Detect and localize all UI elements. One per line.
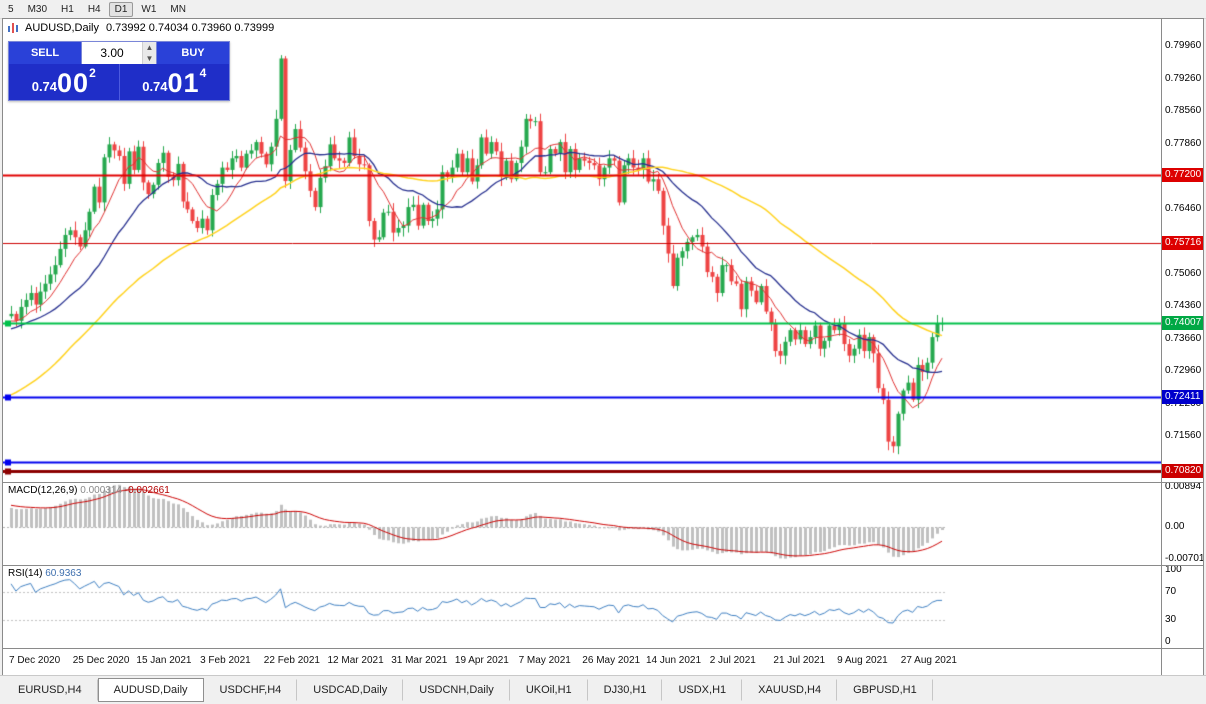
time-axis[interactable]: 7 Dec 2020 25 Dec 2020 15 Jan 2021 3 Feb 20… [3, 649, 1161, 676]
chart-tab-gbpusd-h1[interactable]: GBPUSD,H1 [837, 679, 933, 701]
price-tick: 0.74360 [1165, 300, 1202, 312]
price-level-badge: 0.75716 [1162, 236, 1203, 251]
date-tick: 21 Jul 2021 [773, 655, 826, 666]
price-level-badge: 0.70820 [1162, 463, 1203, 478]
price-tick: 0.76460 [1165, 202, 1202, 214]
date-tick: 31 Mar 2021 [391, 655, 448, 666]
chart-window: 7 Dec 2020 25 Dec 2020 15 Jan 2021 3 Feb 20… [2, 18, 1204, 676]
price-tick: 0.73660 [1165, 332, 1202, 344]
date-tick: 12 Mar 2021 [327, 655, 384, 666]
timeframe-button-5[interactable]: 5 [8, 3, 14, 15]
chart-tab-xauusd-h4[interactable]: XAUUSD,H4 [742, 679, 838, 701]
volume-control: ▲ ▼ [81, 42, 157, 64]
chart-tab-audusd-daily[interactable]: AUDUSD,Daily [97, 678, 204, 702]
chart-title: AUDUSD,Daily 0.73992 0.74034 0.73960 0.7… [8, 22, 274, 34]
date-tick: 15 Jan 2021 [136, 655, 192, 666]
timeframe-button-H1[interactable]: H1 [61, 3, 74, 15]
date-tick: 2 Jul 2021 [709, 655, 756, 666]
macd-tick: -0.00701 [1165, 553, 1203, 564]
chart-tab-ukoil-h1[interactable]: UKOil,H1 [509, 679, 588, 701]
price-tick: 0.77860 [1165, 137, 1202, 149]
timeframe-toolbar: 5 M30 H1 H4 D1 W1 MN [0, 0, 1206, 19]
date-tick: 26 May 2021 [582, 655, 641, 666]
chart-tab-usdx-h1[interactable]: USDX,H1 [662, 679, 743, 701]
volume-up-button[interactable]: ▲ [145, 43, 154, 52]
price-tick: 0.72960 [1165, 365, 1202, 377]
timeframe-button-M30[interactable]: M30 [27, 3, 48, 15]
macd-indicator-canvas[interactable] [3, 483, 1161, 565]
price-level-badge: 0.74007 [1162, 315, 1203, 330]
buy-button[interactable]: BUY [157, 42, 229, 64]
date-tick: 19 Apr 2021 [454, 655, 509, 666]
chart-tab-eurusd-h4[interactable]: EURUSD,H4 [2, 679, 98, 701]
macd-label: MACD(12,26,9) 0.000314 -0.002661 [8, 485, 170, 496]
date-tick: 22 Feb 2021 [263, 655, 320, 666]
volume-spinner: ▲ ▼ [142, 42, 156, 64]
price-tick: 0.78560 [1165, 105, 1202, 117]
timeframe-button-W1[interactable]: W1 [141, 3, 157, 15]
price-axis[interactable]: 0.79960 0.79260 0.78560 0.77860 0.76460 0.750… [1161, 19, 1203, 676]
timeframe-button-MN[interactable]: MN [170, 3, 186, 15]
buy-price-display[interactable]: 0.74 01 4 [142, 66, 207, 98]
rsi-indicator-canvas[interactable] [3, 566, 1161, 648]
chart-tab-usdcad-daily[interactable]: USDCAD,Daily [297, 679, 404, 701]
rsi-tick: 100 [1165, 564, 1182, 575]
price-level-badge: 0.72411 [1162, 389, 1203, 404]
price-tick: 0.71560 [1165, 430, 1202, 442]
volume-down-button[interactable]: ▼ [145, 54, 154, 63]
date-tick: 3 Feb 2021 [200, 655, 251, 666]
chart-tab-usdchf-h4[interactable]: USDCHF,H4 [203, 679, 298, 701]
chart-ohlc-values: 0.73992 0.74034 0.73960 0.73999 [105, 22, 275, 34]
pane-separator[interactable] [3, 648, 1203, 649]
macd-tick: 0.00894 [1165, 481, 1202, 492]
timeframe-button-D1[interactable]: D1 [108, 1, 134, 17]
date-tick: 7 May 2021 [518, 655, 571, 666]
date-tick: 14 Jun 2021 [646, 655, 702, 666]
chart-plot-area[interactable]: 7 Dec 2020 25 Dec 2020 15 Jan 2021 3 Feb 20… [3, 19, 1161, 676]
chart-tab-dj30-h1[interactable]: DJ30,H1 [587, 679, 663, 701]
price-tick: 0.79260 [1165, 72, 1202, 84]
price-level-badge: 0.77200 [1162, 167, 1203, 182]
volume-input[interactable] [82, 42, 142, 64]
timeframe-button-H4[interactable]: H4 [87, 3, 101, 15]
pane-separator[interactable] [3, 482, 1203, 483]
price-divider [118, 64, 120, 100]
macd-tick: 0.00 [1165, 521, 1185, 533]
rsi-tick: 70 [1165, 585, 1177, 597]
rsi-label: RSI(14) 60.9363 [8, 568, 82, 579]
sell-button[interactable]: SELL [9, 42, 81, 64]
price-tick: 0.75060 [1165, 267, 1202, 279]
chart-tab-usdcnh-daily[interactable]: USDCNH,Daily [403, 679, 510, 701]
chart-tabs-bar: EURUSD,H4 AUDUSD,Daily USDCHF,H4 USDCAD,Dai… [0, 675, 1206, 704]
date-tick: 27 Aug 2021 [900, 655, 957, 666]
sell-price-display[interactable]: 0.74 00 2 [31, 66, 96, 98]
date-tick: 7 Dec 2020 [9, 655, 61, 666]
chart-icon [8, 22, 20, 34]
date-tick: 9 Aug 2021 [837, 655, 888, 666]
chart-symbol-period: AUDUSD,Daily [25, 22, 99, 34]
price-tick: 0.79960 [1165, 40, 1202, 52]
pane-separator[interactable] [3, 565, 1203, 566]
rsi-tick: 0 [1165, 636, 1171, 647]
date-tick: 25 Dec 2020 [72, 655, 130, 666]
rsi-tick: 30 [1165, 614, 1177, 626]
